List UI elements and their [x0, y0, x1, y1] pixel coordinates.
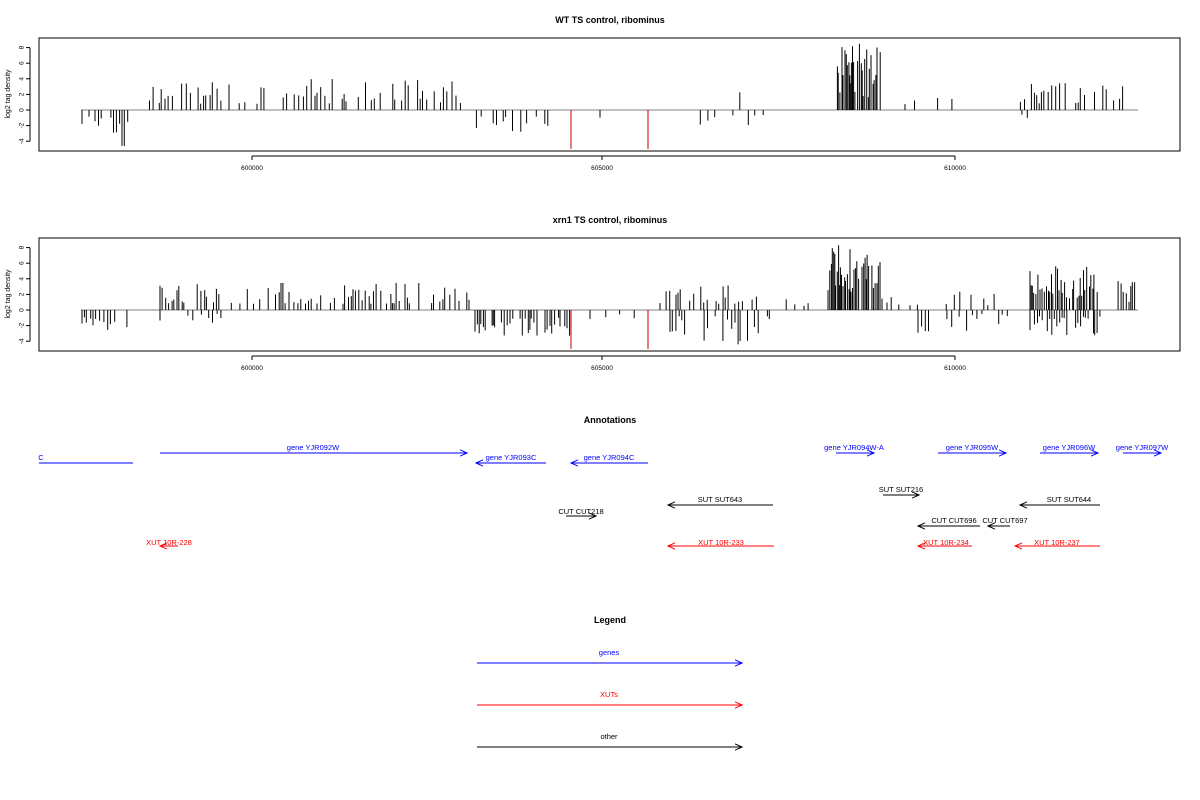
legend-item: XUTs: [477, 690, 742, 705]
annotation-feature: gene YJR095W: [938, 443, 1006, 453]
legend-label: other: [600, 732, 618, 741]
feature-label: gene YJR094W-A: [824, 443, 884, 452]
annotation-feature: gene YJR094C: [571, 453, 648, 463]
panel-xrn1-frame: [38, 237, 1181, 352]
legend-items: genes XUTs other: [477, 648, 742, 747]
x-tick-label: 610000: [944, 365, 966, 372]
legend-label: genes: [599, 648, 620, 657]
legend-label: XUTs: [600, 690, 618, 699]
feature-label: XUT 10R-237: [1034, 538, 1080, 547]
annotation-feature: XUT 10R-234: [918, 538, 972, 547]
annotation-feature: CUT CUT218: [558, 507, 604, 516]
panel-xrn1-ylabel: log2 tag density: [5, 269, 12, 319]
legend-panel: Legend genes XUTs other: [477, 615, 742, 747]
panel-wt-title: WT TS control, ribominus: [555, 15, 665, 25]
annotation-feature: C: [38, 453, 133, 464]
annotation-feature: gene YJR097W: [1116, 443, 1169, 453]
annotation-feature: CUT CUT697: [982, 516, 1028, 526]
y-tick-label: 6: [19, 261, 26, 265]
panel-xrn1-bars: [81, 245, 1138, 349]
panel-xrn1-y-axis: -4 -2 0 2 4 6 8: [19, 245, 31, 344]
panel-wt-ylabel: log2 tag density: [5, 69, 12, 119]
y-tick-label: -2: [19, 122, 26, 128]
feature-label: XUT 10R-234: [923, 538, 969, 547]
y-tick-label: 0: [19, 108, 26, 112]
y-tick-label: 6: [19, 61, 26, 65]
panel-wt: WT TS control, ribominus log2 tag densit…: [5, 15, 1181, 172]
panel-xrn1-x-axis: 600000 605000 610000: [241, 355, 966, 372]
feature-label: CUT CUT218: [558, 507, 603, 516]
annotation-feature: SUT SUT644: [1020, 495, 1100, 505]
annotation-feature: XUT 10R-233: [668, 538, 774, 547]
feature-label: C: [38, 453, 44, 462]
annotation-feature: gene YJR092W: [160, 443, 467, 453]
annotation-feature: SUT SUT643: [668, 495, 773, 505]
panel-wt-frame: [38, 37, 1181, 152]
annotations-title: Annotations: [584, 415, 637, 425]
legend-item: other: [477, 732, 742, 747]
y-tick-label: -4: [19, 338, 26, 344]
panel-xrn1: xrn1 TS control, ribominus log2 tag dens…: [5, 215, 1181, 372]
annotation-feature: SUT SUT216: [879, 485, 923, 495]
panel-wt-y-axis: -4 -2 0 2 4 6 8: [19, 45, 31, 144]
annotation-feature: XUT 10R-237: [1015, 538, 1100, 547]
annotation-feature: CUT CUT696: [918, 516, 980, 526]
feature-label: XUT 10R-228: [146, 538, 192, 547]
y-tick-label: -2: [19, 322, 26, 328]
panel-xrn1-title: xrn1 TS control, ribominus: [553, 215, 668, 225]
x-tick-label: 600000: [241, 165, 263, 172]
annotation-feature: XUT 10R-228: [146, 538, 192, 547]
legend-item: genes: [477, 648, 742, 663]
y-tick-label: 8: [19, 245, 26, 249]
annotation-feature: gene YJR093C: [476, 453, 546, 463]
feature-label: gene YJR096W: [1043, 443, 1096, 452]
feature-label: gene YJR095W: [946, 443, 999, 452]
y-tick-label: 2: [19, 92, 26, 96]
feature-label: SUT SUT644: [1047, 495, 1091, 504]
x-tick-label: 605000: [591, 165, 613, 172]
panel-wt-x-axis: 600000 605000 610000: [241, 155, 966, 172]
feature-label: CUT CUT697: [982, 516, 1027, 525]
x-tick-label: 605000: [591, 365, 613, 372]
x-tick-label: 610000: [944, 165, 966, 172]
legend-title: Legend: [594, 615, 626, 625]
x-tick-label: 600000: [241, 365, 263, 372]
feature-label: SUT SUT216: [879, 485, 923, 494]
feature-label: gene YJR094C: [584, 453, 635, 462]
feature-label: XUT 10R-233: [698, 538, 744, 547]
y-tick-label: 0: [19, 308, 26, 312]
feature-label: CUT CUT696: [931, 516, 976, 525]
feature-label: gene YJR092W: [287, 443, 340, 452]
feature-label: SUT SUT643: [698, 495, 742, 504]
feature-label: gene YJR093C: [486, 453, 537, 462]
y-tick-label: 8: [19, 45, 26, 49]
feature-label: gene YJR097W: [1116, 443, 1169, 452]
annotation-feature: gene YJR096W: [1040, 443, 1098, 453]
y-tick-label: -4: [19, 138, 26, 144]
y-tick-label: 4: [19, 277, 26, 281]
y-tick-label: 2: [19, 292, 26, 296]
annotation-feature: gene YJR094W-A: [824, 443, 884, 453]
panel-wt-bars: [81, 43, 1138, 149]
y-tick-label: 4: [19, 77, 26, 81]
